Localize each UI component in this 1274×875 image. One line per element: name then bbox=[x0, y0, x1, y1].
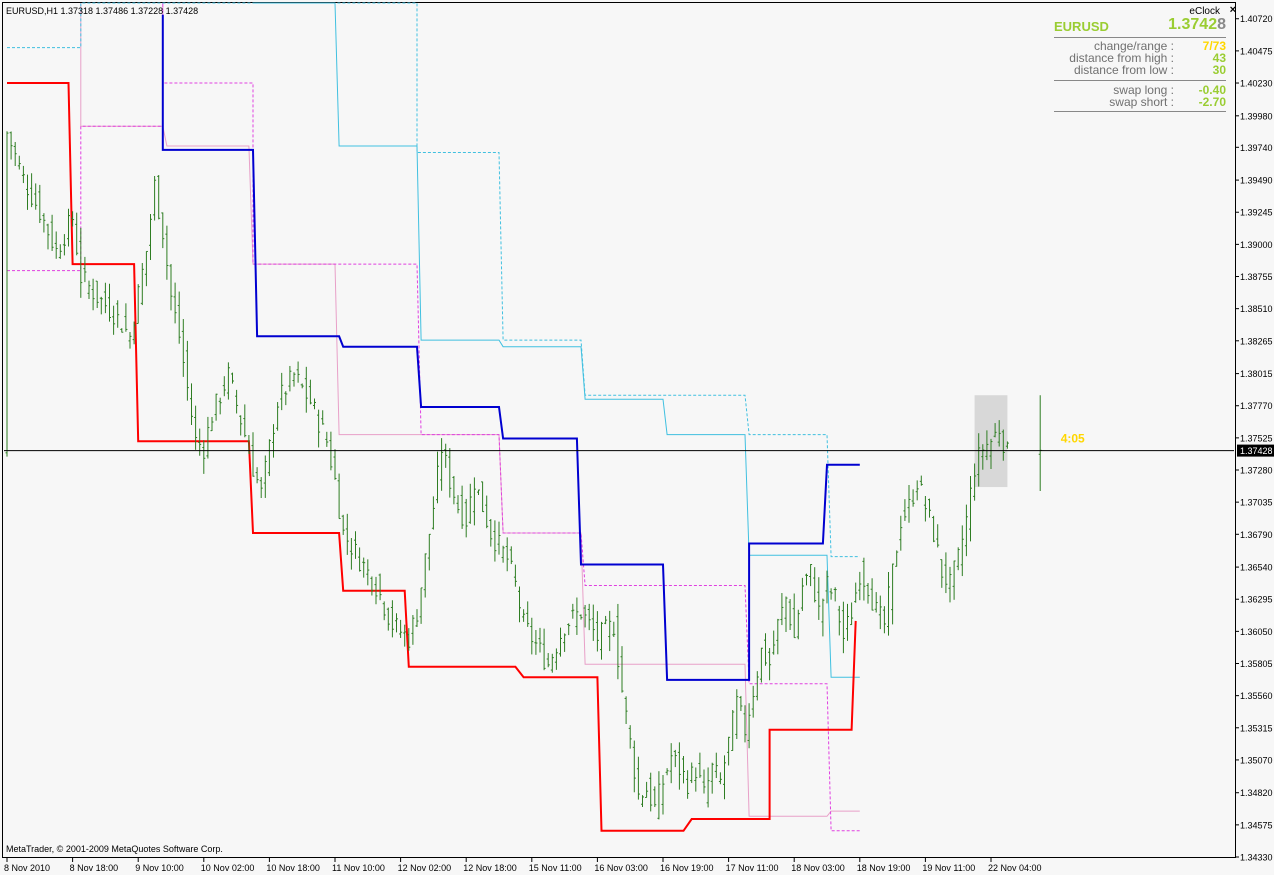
y-tick-label: 1.34575 bbox=[1240, 820, 1273, 830]
y-tick-label: 1.38265 bbox=[1240, 336, 1273, 346]
x-tick-label: 18 Nov 19:00 bbox=[857, 863, 911, 873]
indicator-lines bbox=[7, 2, 860, 832]
eclock-row-value: 43 bbox=[1212, 51, 1226, 65]
y-tick-label: 1.35805 bbox=[1240, 659, 1273, 669]
current-price-label-bg bbox=[1237, 444, 1274, 457]
x-tick-label: 12 Nov 02:00 bbox=[398, 863, 452, 873]
y-tick-label: 1.38755 bbox=[1240, 272, 1273, 282]
y-tick-label: 1.35560 bbox=[1240, 691, 1273, 701]
y-tick-label: 1.39980 bbox=[1240, 111, 1273, 121]
eclock-symbol: EURUSD bbox=[1054, 19, 1109, 34]
copyright-text: MetaTrader, © 2001-2009 MetaQuotes Softw… bbox=[6, 844, 223, 854]
y-tick-label: 1.39000 bbox=[1240, 240, 1273, 250]
x-tick-label: 10 Nov 18:00 bbox=[266, 863, 320, 873]
eclock-separator bbox=[1054, 80, 1226, 81]
current-price-label: 1.37428 bbox=[1240, 446, 1273, 456]
line-cyan bbox=[253, 2, 860, 678]
y-tick-label: 1.40720 bbox=[1240, 14, 1273, 24]
x-tick-label: 16 Nov 03:00 bbox=[594, 863, 648, 873]
x-tick-label: 11 Nov 10:00 bbox=[332, 863, 385, 873]
x-tick-label: 19 Nov 11:00 bbox=[922, 863, 975, 873]
eclock-price-last-digit: 8 bbox=[1217, 16, 1226, 33]
eclock-separator bbox=[1054, 37, 1226, 38]
x-tick-label: 16 Nov 19:00 bbox=[660, 863, 714, 873]
y-tick-label: 1.35315 bbox=[1240, 723, 1273, 733]
eclock-price-main: 1.3742 bbox=[1168, 16, 1218, 33]
symbol-info: EURUSD,H1 1.37318 1.37486 1.37228 1.3742… bbox=[6, 6, 198, 16]
y-tick-label: 1.39245 bbox=[1240, 208, 1273, 218]
eclock-row-label: change/range : bbox=[1093, 39, 1174, 53]
x-tick-label: 22 Nov 04:00 bbox=[988, 863, 1042, 873]
y-tick-label: 1.34330 bbox=[1240, 853, 1273, 863]
line-cyan_dotted bbox=[7, 2, 860, 558]
x-tick-label: 12 Nov 18:00 bbox=[463, 863, 517, 873]
eclock-row-value: 30 bbox=[1212, 63, 1226, 77]
x-tick-label: 18 Nov 03:00 bbox=[791, 863, 845, 873]
price-bars bbox=[5, 131, 1042, 820]
eclock-row-value: 7/73 bbox=[1202, 39, 1226, 53]
y-tick-label: 1.39740 bbox=[1240, 143, 1273, 153]
y-tick-label: 1.37770 bbox=[1240, 401, 1273, 411]
y-tick-label: 1.36540 bbox=[1240, 563, 1273, 573]
eclock-panel: eClock × EURUSD 1.37428 change/range : 7/… bbox=[1052, 4, 1236, 112]
eclock-price: 1.37428 bbox=[1168, 16, 1226, 34]
eclock-row-value: -2.70 bbox=[1198, 95, 1226, 109]
close-icon[interactable]: × bbox=[1229, 4, 1236, 16]
y-tick-label: 1.40475 bbox=[1240, 46, 1273, 56]
line-red bbox=[7, 82, 857, 832]
x-tick-label: 9 Nov 10:00 bbox=[135, 863, 184, 873]
y-tick-label: 1.38510 bbox=[1240, 304, 1273, 314]
eclock-row-label: swap long : bbox=[1113, 83, 1174, 97]
eclock-row-label: swap short : bbox=[1109, 95, 1174, 109]
x-tick-label: 8 Nov 18:00 bbox=[70, 863, 119, 873]
plot-area-border bbox=[2, 2, 1236, 858]
eclock-row-label: distance from high : bbox=[1069, 51, 1174, 65]
y-tick-label: 1.37280 bbox=[1240, 466, 1273, 476]
y-tick-label: 1.36295 bbox=[1240, 595, 1273, 605]
y-tick-label: 1.34820 bbox=[1240, 788, 1273, 798]
y-tick-label: 1.37035 bbox=[1240, 498, 1273, 508]
y-tick-label: 1.39490 bbox=[1240, 176, 1273, 186]
eclock-title: eClock bbox=[1189, 6, 1220, 17]
eclock-separator bbox=[1054, 111, 1226, 112]
line-blue bbox=[161, 14, 860, 681]
x-tick-label: 10 Nov 02:00 bbox=[201, 863, 255, 873]
x-tick-label: 15 Nov 11:00 bbox=[529, 863, 582, 873]
y-tick-label: 1.37525 bbox=[1240, 433, 1273, 443]
y-tick-label: 1.36790 bbox=[1240, 530, 1273, 540]
y-tick-label: 1.38015 bbox=[1240, 369, 1273, 379]
eclock-row-label: distance from low : bbox=[1073, 63, 1174, 77]
bar-countdown: 4:05 bbox=[1061, 432, 1085, 446]
x-tick-label: 17 Nov 11:00 bbox=[726, 863, 779, 873]
price-axis: 1.40720 1.40475 1.40230 1.39980 1.39740 1.394… bbox=[1235, 14, 1273, 863]
y-tick-label: 1.35070 bbox=[1240, 755, 1273, 765]
time-axis: 8 Nov 2010 8 Nov 18:00 9 Nov 10:00 10 Nov 0… bbox=[4, 857, 1042, 873]
eclock-row-value: -0.40 bbox=[1198, 83, 1226, 97]
x-tick-label: 8 Nov 2010 bbox=[4, 863, 50, 873]
y-tick-label: 1.40230 bbox=[1240, 79, 1273, 89]
y-tick-label: 1.36050 bbox=[1240, 627, 1273, 637]
